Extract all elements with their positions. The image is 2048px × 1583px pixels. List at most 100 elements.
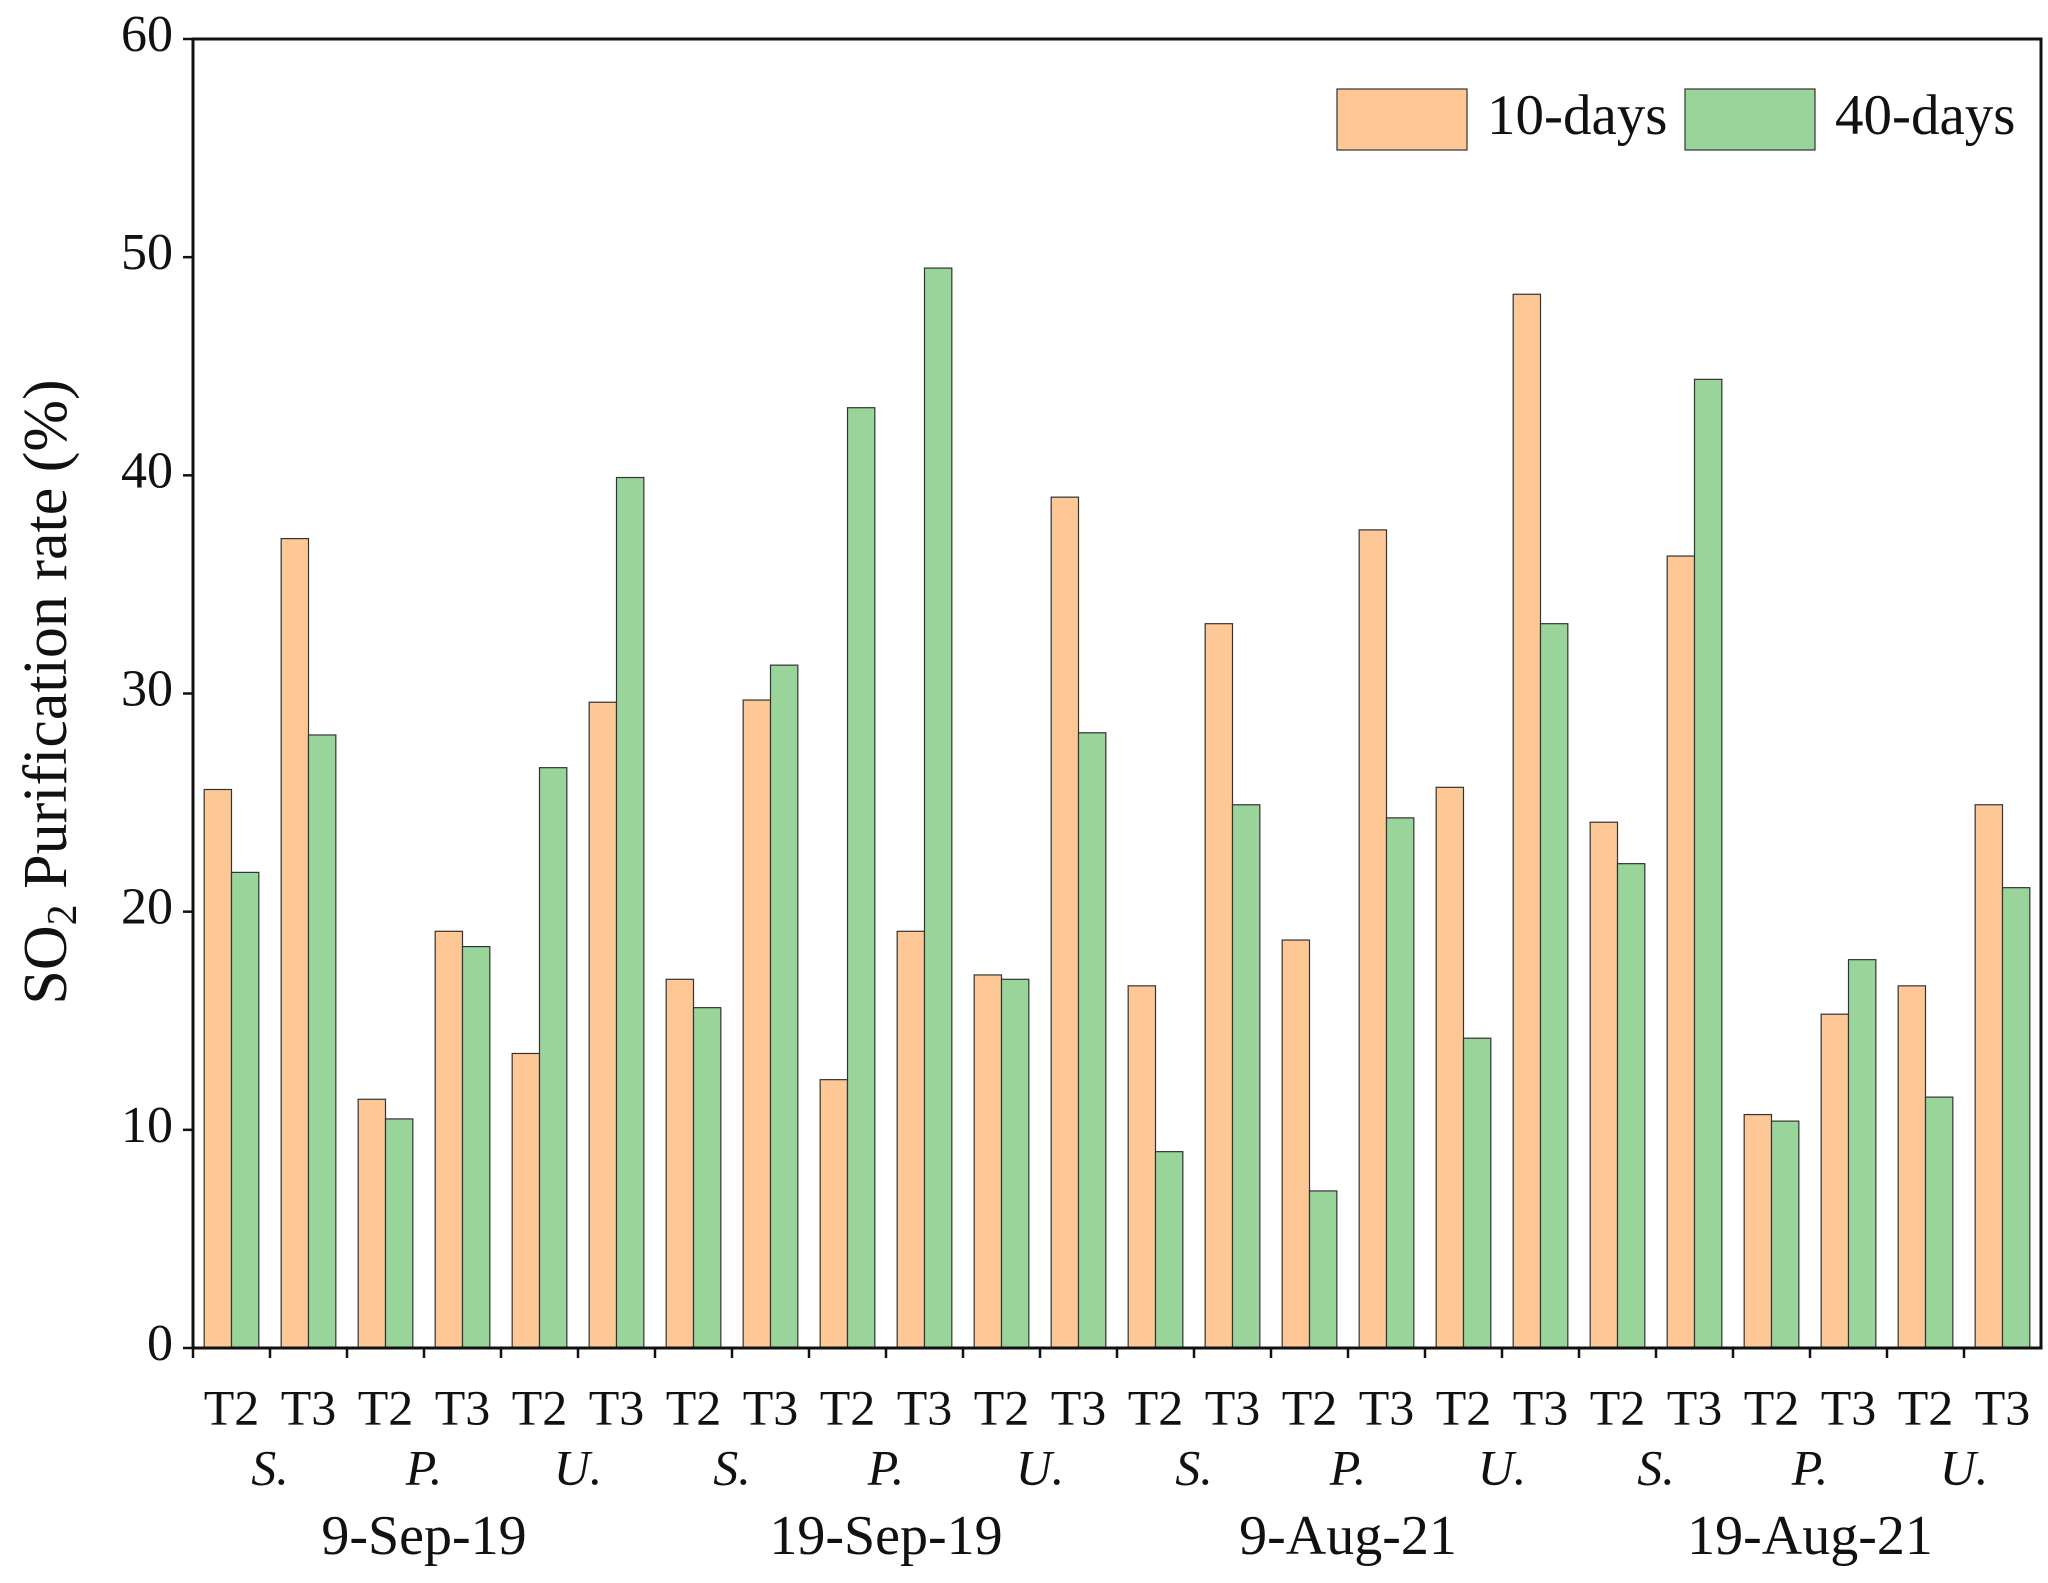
bar	[1820, 1013, 1850, 1349]
x-tick-label: T2	[666, 1379, 722, 1435]
species-label: U.	[1478, 1439, 1527, 1495]
x-tick-label: T2	[512, 1379, 568, 1435]
y-label-sub: 2	[40, 904, 86, 925]
bar	[461, 945, 491, 1349]
bar	[1000, 978, 1030, 1349]
y-tick-label: 40	[121, 442, 173, 499]
x-tick-label: T3	[1975, 1379, 2031, 1435]
y-axis-label: SO2 Purification rate (%)	[12, 379, 85, 1004]
bar	[1666, 555, 1696, 1349]
x-tick-label: T3	[1821, 1379, 1877, 1435]
y-tick-label: 20	[121, 879, 173, 936]
x-tick-label: T3	[1667, 1379, 1723, 1435]
legend-label: 40-days	[1835, 84, 2015, 147]
plot-frame	[191, 37, 2043, 1350]
bar	[1154, 1151, 1184, 1349]
x-tick-label: T3	[1359, 1379, 1415, 1435]
species-label: S.	[251, 1439, 289, 1495]
bar	[742, 699, 772, 1349]
x-tick-label: T2	[1898, 1379, 1954, 1435]
y-label-main: SO	[12, 925, 80, 1004]
bar	[1050, 496, 1080, 1349]
species-label: P.	[405, 1439, 443, 1495]
bar	[665, 978, 695, 1349]
x-tick-label: T2	[1282, 1379, 1338, 1435]
bar	[538, 767, 568, 1349]
bar	[1847, 959, 1877, 1349]
bar	[846, 407, 876, 1349]
x-tick-label: T2	[820, 1379, 876, 1435]
species-label: S.	[1637, 1439, 1675, 1495]
legend-swatch	[1336, 88, 1468, 151]
bar	[1616, 863, 1646, 1349]
y-tick-label: 30	[121, 660, 173, 717]
bar	[1974, 804, 2004, 1349]
bar	[1204, 623, 1234, 1349]
bar	[1512, 293, 1542, 1349]
y-tick-label: 50	[121, 224, 173, 281]
bar	[819, 1079, 849, 1349]
x-tick-label: T2	[358, 1379, 414, 1435]
bar	[1358, 529, 1388, 1349]
bar	[1281, 939, 1311, 1349]
x-tick-label: T2	[1436, 1379, 1492, 1435]
species-label: P.	[1791, 1439, 1829, 1495]
group-label: 9-Sep-19	[321, 1505, 526, 1567]
x-tick-label: T3	[1513, 1379, 1569, 1435]
bar	[230, 871, 260, 1349]
x-tick-label: T3	[743, 1379, 799, 1435]
bar	[434, 930, 464, 1349]
x-tick-label: T3	[281, 1379, 337, 1435]
legend-swatch	[1684, 88, 1816, 151]
bar	[1743, 1113, 1773, 1349]
bar	[384, 1118, 414, 1349]
group-label: 9-Aug-21	[1239, 1505, 1457, 1567]
species-label: S.	[713, 1439, 751, 1495]
bar	[203, 788, 233, 1349]
group-label: 19-Aug-21	[1687, 1505, 1933, 1567]
bar	[615, 476, 645, 1349]
bar	[1539, 623, 1569, 1349]
bar	[2001, 887, 2031, 1349]
bar	[1385, 817, 1415, 1349]
bar	[1897, 985, 1927, 1349]
bar	[692, 1007, 722, 1349]
bar	[1924, 1096, 1954, 1349]
species-label: P.	[1329, 1439, 1367, 1495]
bar	[511, 1052, 541, 1349]
species-label: U.	[1016, 1439, 1065, 1495]
bar	[1770, 1120, 1800, 1349]
x-tick-label: T2	[1128, 1379, 1184, 1435]
bar	[1462, 1037, 1492, 1349]
bar	[307, 734, 337, 1349]
bar	[1308, 1190, 1338, 1349]
bar	[1077, 732, 1107, 1349]
y-tick-label: 0	[147, 1315, 173, 1372]
x-tick-label: T3	[1051, 1379, 1107, 1435]
bar	[1589, 821, 1619, 1349]
bar	[1127, 985, 1157, 1349]
bar	[769, 664, 799, 1349]
bar	[923, 267, 953, 1349]
x-tick-label: T3	[897, 1379, 953, 1435]
x-tick-label: T3	[589, 1379, 645, 1435]
x-tick-label: T2	[1744, 1379, 1800, 1435]
bar	[973, 974, 1003, 1349]
y-label-rest: Purification rate (%)	[12, 379, 80, 904]
x-tick-label: T2	[974, 1379, 1030, 1435]
group-label: 19-Sep-19	[769, 1505, 1002, 1567]
x-tick-label: T3	[1205, 1379, 1261, 1435]
species-label: P.	[867, 1439, 905, 1495]
species-label: S.	[1175, 1439, 1213, 1495]
x-tick-label: T3	[435, 1379, 491, 1435]
y-tick-label: 10	[121, 1097, 173, 1154]
bar	[1693, 378, 1723, 1349]
x-tick-label: T2	[1590, 1379, 1646, 1435]
y-tick-label: 60	[121, 6, 173, 63]
legend-label: 10-days	[1487, 84, 1667, 147]
bar	[357, 1098, 387, 1349]
species-label: U.	[1940, 1439, 1989, 1495]
bar	[588, 701, 618, 1349]
bar	[280, 538, 310, 1349]
